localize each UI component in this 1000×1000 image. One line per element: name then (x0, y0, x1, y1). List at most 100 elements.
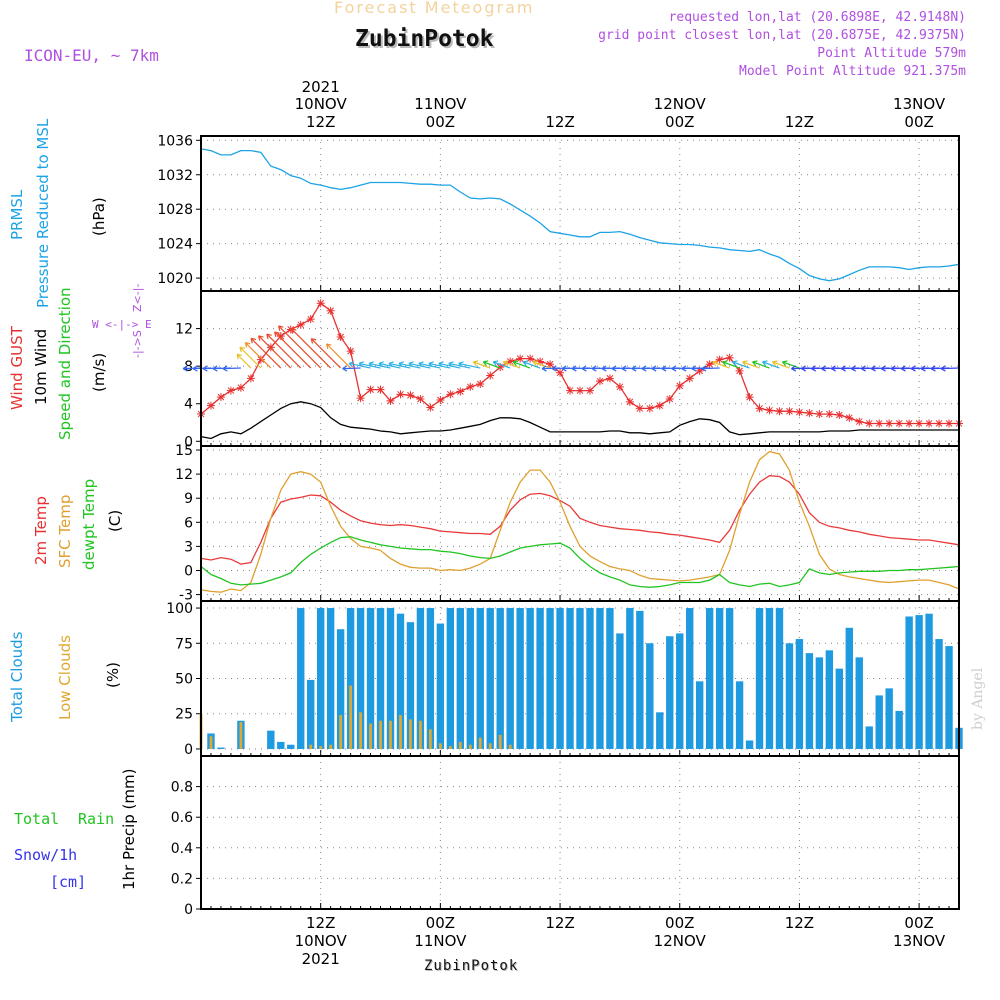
gust-marker (336, 333, 345, 342)
gust-marker (765, 406, 774, 415)
y-tick-label: 100 (166, 601, 193, 617)
wind-arrow-head (561, 365, 567, 372)
y-tick-label: 4 (184, 397, 193, 413)
gust-marker (326, 306, 335, 315)
wind-arrow (732, 361, 750, 369)
gust-marker (895, 419, 904, 428)
point-altitude: Point Altitude 579m (817, 46, 966, 61)
wind-arrow-head (502, 360, 509, 367)
gust-marker (755, 404, 764, 413)
top-date-label: 13NOV (893, 95, 946, 113)
gust-marker (246, 374, 255, 383)
gust-marker (855, 417, 864, 426)
gust-marker (356, 394, 365, 403)
precip-total-label: Total (14, 810, 60, 828)
gust-marker (585, 386, 594, 395)
total-cloud-bar (396, 613, 405, 749)
gust-marker (206, 401, 215, 410)
gust-marker (915, 419, 924, 428)
wind-arrow (258, 335, 292, 369)
wind-arrow-head (681, 365, 687, 372)
wind-arrow-head (290, 328, 297, 334)
total-cloud-bar (307, 679, 315, 749)
wind-arrow-head (541, 365, 547, 372)
wind-arrow-head (641, 365, 647, 372)
total-cloud-bar (845, 627, 853, 749)
gust-marker (526, 354, 535, 363)
wind-arrow-head (732, 360, 738, 367)
low-cloud-bar (329, 744, 333, 749)
gust-marker (516, 354, 525, 363)
wind-arrow (236, 353, 252, 369)
y-tick-label: 8 (184, 359, 193, 375)
wind-arrow (398, 362, 421, 369)
total-cloud-bar (356, 608, 365, 749)
wind-arrow-head (202, 365, 208, 372)
total-cloud-bar (885, 688, 893, 749)
closest-lonlat: grid point closest lon,lat (20.6875E, 42… (598, 28, 966, 43)
total-cloud-bar (486, 608, 494, 749)
wind-arrow-head (368, 361, 374, 368)
bottom-date-label: 12NOV (654, 932, 707, 950)
precip-cm-label: [cm] (50, 873, 87, 891)
total-cloud-bar (835, 668, 844, 749)
gust-marker (935, 419, 944, 428)
wind-arrow-head (492, 360, 499, 367)
gust-marker (785, 407, 794, 416)
wind-arrow-head (438, 361, 444, 368)
wind-arrow-head (239, 346, 245, 353)
total-cloud-bar (346, 608, 355, 749)
gust-marker (595, 377, 604, 386)
wind-arrow (408, 362, 431, 369)
gust-marker (905, 419, 914, 428)
gust-marker (605, 374, 614, 383)
wind-arrow-head (448, 361, 454, 368)
wind-arrow (388, 362, 411, 369)
wind-arrow-head (182, 365, 188, 372)
wind-arrow (782, 361, 800, 369)
wind-arrow-head (631, 365, 637, 372)
wind-arrow-head (870, 365, 876, 372)
wind-arrow (940, 367, 960, 370)
wind-arrow (701, 367, 720, 370)
wind-arrow-head (691, 365, 697, 372)
series-line (200, 450, 960, 593)
model-altitude: Model Point Altitude 921.375m (739, 64, 966, 79)
gust-marker (615, 382, 624, 391)
gust-marker (675, 381, 684, 390)
y-tick-label: 15 (175, 443, 193, 459)
wind-arrow (310, 338, 342, 369)
station-title: ZubinPotok (355, 26, 494, 52)
wind-arrow-head (591, 365, 597, 372)
y-tick-label: 1032 (157, 168, 193, 184)
total-cloud-bar (705, 608, 714, 749)
gust-marker (496, 363, 505, 372)
wind-arrow (448, 362, 471, 369)
gust-marker (775, 407, 784, 416)
wind-arrow-head (910, 365, 916, 372)
total-cloud-bar (825, 650, 834, 749)
gust-marker (865, 419, 874, 428)
series-line (200, 475, 960, 565)
y-tick-label: 3 (184, 539, 193, 555)
total-cloud-bar (656, 712, 664, 749)
gust-marker (875, 419, 884, 428)
gust-marker (695, 366, 704, 375)
wind-arrow-head (532, 360, 539, 367)
wind-arrow-head (398, 361, 404, 368)
y-tick-label: 0 (184, 563, 193, 579)
wind-arrow-head (860, 365, 866, 372)
gust-marker (925, 419, 934, 428)
total-cloud-bar (775, 608, 784, 749)
y-tick-label: 0.4 (171, 841, 193, 857)
total-cloud-bar (586, 608, 594, 749)
wind-arrow (473, 361, 491, 369)
y-tick-label: 0 (184, 742, 193, 758)
gust-marker (476, 380, 485, 388)
series-line (200, 536, 960, 588)
gust-marker (296, 320, 305, 329)
y-tick-label: 9 (184, 491, 193, 507)
top-date-label: 11NOV (414, 95, 467, 113)
top-date-label: 10NOV (295, 95, 348, 113)
bottom-date-label: 10NOV (295, 932, 348, 950)
